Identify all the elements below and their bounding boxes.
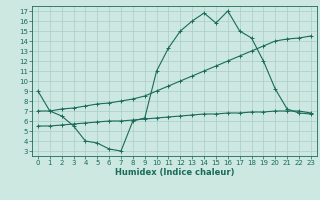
X-axis label: Humidex (Indice chaleur): Humidex (Indice chaleur): [115, 168, 234, 177]
